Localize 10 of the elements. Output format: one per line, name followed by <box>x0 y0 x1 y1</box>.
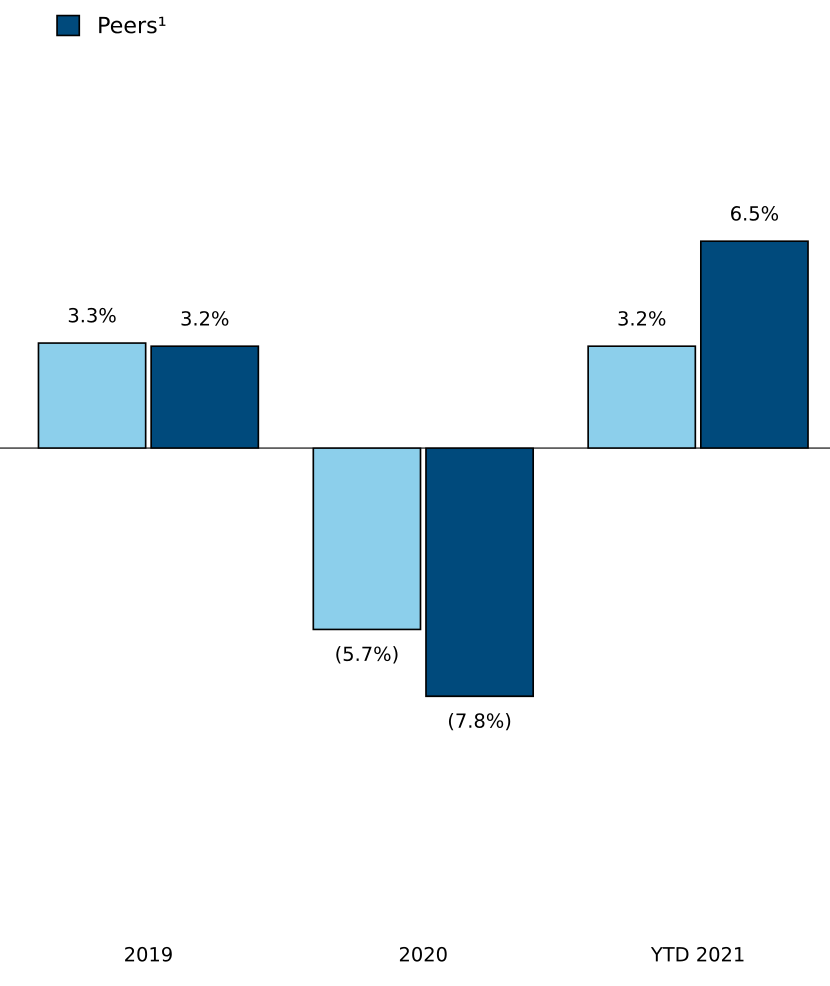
data-label: 3.3% <box>68 308 116 323</box>
legend-label: Peers¹ <box>99 16 166 34</box>
data-label: (5.7%) <box>336 646 398 664</box>
data-label: 6.5% <box>731 206 778 221</box>
data-label: (7.8%) <box>448 712 510 730</box>
data-label: 3.2% <box>182 311 228 326</box>
x-tick-label: 2019 <box>125 946 172 962</box>
x-tick-label: YTD 2021 <box>650 946 744 962</box>
x-tick-label: 2020 <box>400 946 447 962</box>
data-label: 3.2% <box>618 311 666 326</box>
